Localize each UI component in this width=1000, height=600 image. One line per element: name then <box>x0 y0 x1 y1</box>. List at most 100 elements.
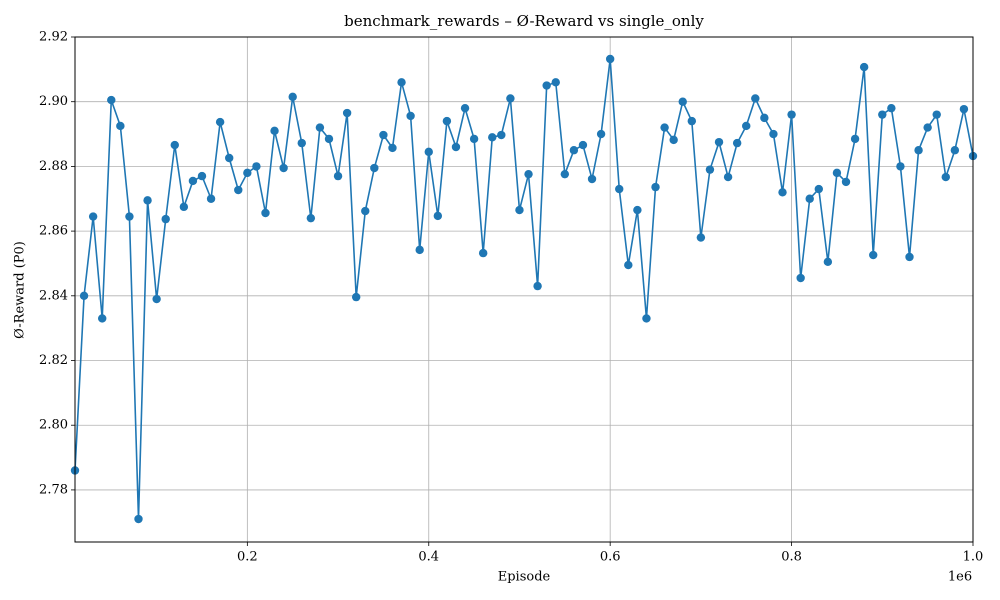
data-point <box>288 92 297 102</box>
data-point <box>887 103 896 113</box>
data-point <box>669 135 678 145</box>
data-point <box>859 62 869 72</box>
data-point <box>415 245 424 255</box>
data-point <box>914 146 923 155</box>
data-point <box>279 163 288 173</box>
data-point <box>814 184 823 194</box>
data-point <box>79 291 89 301</box>
data-point <box>569 146 579 155</box>
data-point <box>615 184 624 194</box>
chart-title: benchmark_rewards – Ø-Reward vs single_o… <box>344 12 704 30</box>
data-point <box>732 138 742 148</box>
data-point <box>243 168 252 178</box>
data-point <box>252 162 261 171</box>
data-point <box>125 212 134 221</box>
data-point <box>533 281 542 291</box>
data-point <box>469 134 479 144</box>
data-point <box>261 208 270 218</box>
data-point <box>941 172 950 182</box>
data-point <box>551 78 560 87</box>
data-point <box>578 140 588 150</box>
data-point <box>306 213 316 223</box>
data-point <box>98 314 107 323</box>
data-point <box>869 250 878 260</box>
x-axis-label: Episode <box>498 570 551 585</box>
data-point <box>442 116 452 126</box>
data-point <box>760 113 769 123</box>
y-tick-label: 2.90 <box>39 94 68 109</box>
data-point <box>351 292 361 302</box>
data-point <box>197 171 207 181</box>
data-point <box>424 147 433 157</box>
data-point <box>488 133 497 142</box>
data-point <box>787 110 796 119</box>
data-point <box>651 182 660 192</box>
data-point <box>107 95 116 105</box>
data-point <box>388 143 397 153</box>
data-point <box>497 130 506 140</box>
y-tick-label: 2.80 <box>39 418 68 433</box>
data-point <box>188 176 198 186</box>
data-point <box>342 108 352 118</box>
data-point <box>959 104 969 114</box>
data-point <box>633 205 642 215</box>
data-point <box>678 97 687 106</box>
data-point <box>742 121 751 131</box>
data-point <box>206 194 216 203</box>
data-point <box>225 153 234 163</box>
data-point <box>234 185 243 195</box>
data-point <box>406 111 415 121</box>
data-point <box>161 214 170 224</box>
data-point <box>433 211 443 221</box>
data-point <box>370 163 379 173</box>
data-point <box>841 177 851 187</box>
data-point <box>524 169 533 179</box>
data-point <box>297 138 306 148</box>
data-point <box>605 54 615 64</box>
data-point <box>324 134 334 144</box>
data-point <box>134 514 143 524</box>
data-point <box>333 171 343 181</box>
data-point <box>660 123 669 132</box>
y-tick-label: 2.88 <box>39 159 68 174</box>
data-point <box>723 172 733 182</box>
data-point <box>950 146 960 155</box>
y-tick-label: 2.82 <box>39 353 68 368</box>
data-point <box>215 117 225 127</box>
data-point <box>624 260 633 270</box>
data-point <box>560 169 570 179</box>
data-line <box>74 58 974 520</box>
data-point <box>179 202 189 212</box>
y-tick-label: 2.86 <box>39 224 68 239</box>
x-tick-label: 0.8 <box>781 550 802 565</box>
data-point <box>705 165 715 174</box>
data-point <box>796 273 805 283</box>
data-point <box>143 196 152 205</box>
data-point <box>805 194 814 203</box>
data-point <box>923 123 932 132</box>
data-point <box>642 314 651 323</box>
data-point <box>932 110 941 119</box>
data-point <box>315 123 325 132</box>
x-tick-label: 0.6 <box>600 550 621 565</box>
data-point <box>823 257 833 267</box>
data-point <box>905 252 914 262</box>
data-point <box>116 121 125 131</box>
data-point <box>878 110 887 119</box>
data-point <box>542 81 551 90</box>
data-point <box>769 129 778 139</box>
data-point <box>478 248 488 258</box>
x-tick-label: 0.4 <box>418 550 439 565</box>
data-point <box>751 94 760 103</box>
data-point <box>170 140 179 150</box>
data-point <box>832 168 842 178</box>
data-point <box>850 134 860 144</box>
data-point <box>506 94 515 103</box>
y-axis-label: Ø-Reward (P0) <box>13 241 28 339</box>
data-point <box>714 137 724 147</box>
data-point <box>687 116 697 126</box>
data-point <box>587 174 597 184</box>
data-point <box>88 212 98 221</box>
